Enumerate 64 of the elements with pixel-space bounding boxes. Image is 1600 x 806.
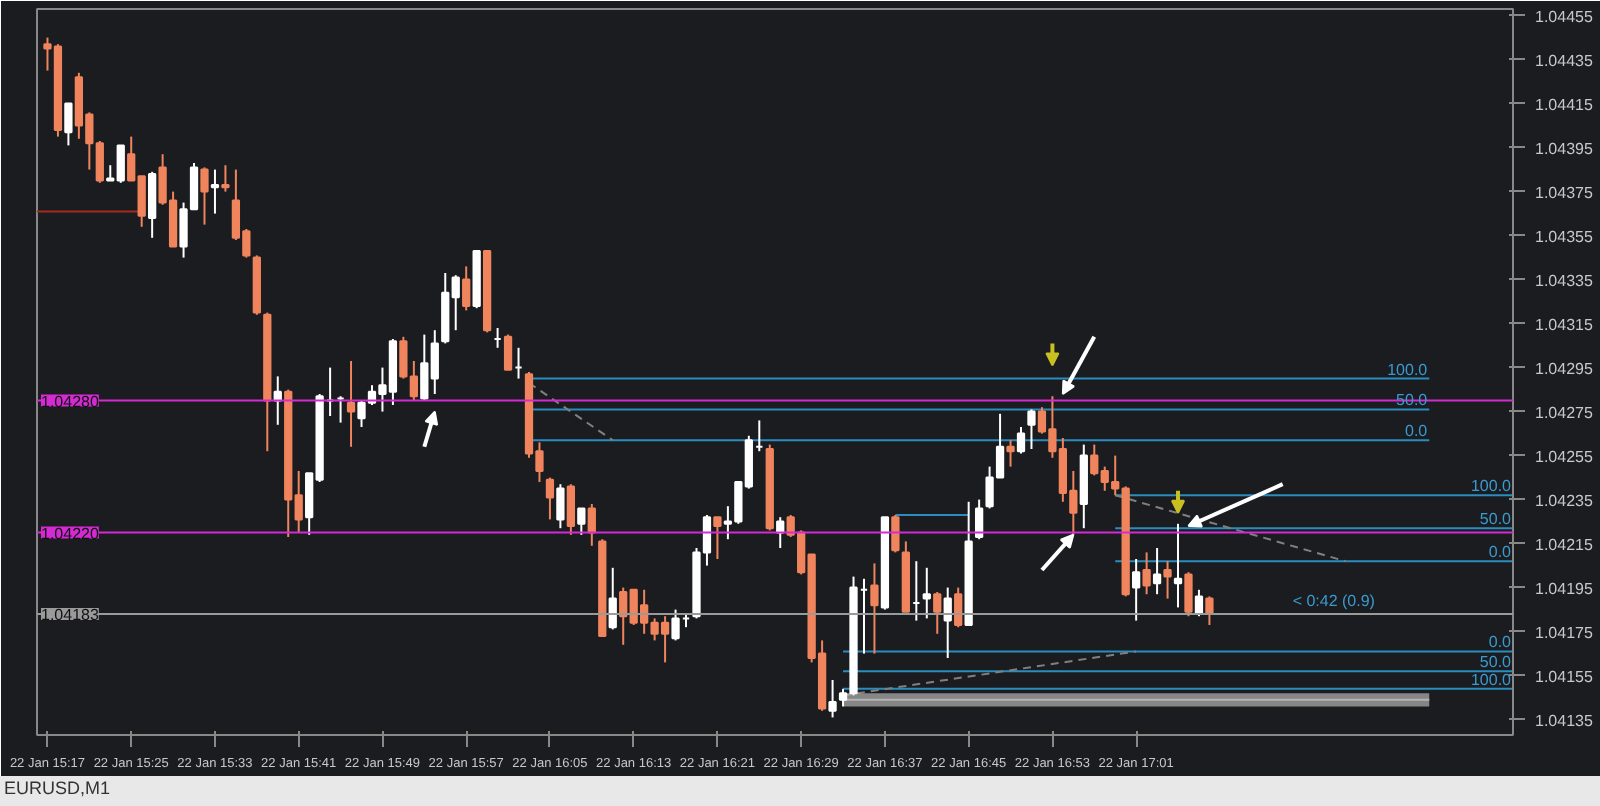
candlestick: [1132, 558, 1141, 622]
candlestick: [922, 566, 931, 620]
y-tick-label: 1.04215: [1535, 535, 1594, 554]
ref-line-label: 1.04220: [41, 524, 100, 543]
annotation: 50.0: [1479, 510, 1513, 529]
annotation: 100.0: [1470, 477, 1513, 496]
y-tick-label: 1.04355: [1535, 227, 1594, 246]
candlestick: [1173, 522, 1183, 609]
candlestick: [577, 507, 586, 536]
y-tick-label: 1.04395: [1535, 139, 1594, 158]
candlestick: [566, 483, 576, 536]
candlestick: [933, 591, 942, 635]
candlestick: [974, 498, 984, 541]
y-tick-label: 1.04315: [1535, 315, 1594, 334]
y-tick-label: 1.04235: [1535, 491, 1594, 510]
y-tick-label: 1.04175: [1535, 623, 1594, 642]
text: EURUSD,M1: [4, 776, 111, 802]
y-tick-label: 1.04155: [1535, 667, 1594, 686]
candlestick: [1194, 588, 1204, 618]
candlestick: [587, 503, 596, 547]
y-tick-label: 1.04275: [1535, 403, 1594, 422]
candlestick: [1016, 426, 1026, 455]
candlestick: [346, 360, 356, 448]
candlestick: [148, 170, 157, 239]
candlestick: [1006, 439, 1015, 468]
y-tick-label: 1.04255: [1535, 447, 1594, 466]
candlestick: [64, 102, 73, 147]
candlestick: [943, 586, 952, 659]
annotation: 100.0: [1470, 670, 1513, 689]
ref-line-label: 1.04183: [41, 606, 100, 624]
annotation: 50.0: [1479, 653, 1513, 672]
candlestick: [200, 166, 209, 226]
candlestick: [1152, 547, 1162, 596]
candlestick: [828, 679, 837, 719]
candlestick: [1142, 551, 1151, 596]
candlestick: [870, 562, 879, 655]
annotation: 0.0: [1488, 543, 1513, 562]
annotation: 0.0: [1405, 422, 1429, 441]
annotation: < 0:42 (0.9): [1292, 592, 1376, 610]
candlestick: [221, 164, 230, 193]
candlestick: [713, 516, 722, 560]
y-tick-label: 1.04375: [1535, 183, 1594, 202]
candlestick: [210, 168, 220, 215]
candlestick: [891, 514, 900, 554]
ref-line-label: 1.04280: [41, 392, 100, 411]
y-tick-label: 1.04455: [1535, 7, 1594, 26]
candlestick: [954, 586, 963, 629]
y-tick-label: 1.04195: [1535, 579, 1594, 598]
candlestick: [545, 476, 555, 521]
candlestick: [1184, 571, 1193, 618]
annotation: 100.0: [1387, 360, 1429, 379]
y-tick-label: 1.04335: [1535, 271, 1594, 290]
y-tick-label: 1.04415: [1535, 95, 1594, 114]
y-tick-label: 1.04435: [1535, 51, 1594, 70]
candlestick: [608, 566, 617, 631]
candlestick: [503, 333, 513, 371]
candlestick: [1163, 560, 1172, 600]
annotation: 0.0: [1488, 633, 1513, 652]
candlestick: [1205, 595, 1214, 626]
y-tick-label: 1.04295: [1535, 359, 1594, 378]
candlestick: [556, 483, 565, 530]
candlestick: [462, 265, 471, 312]
y-tick-label: 1.04135: [1535, 711, 1594, 730]
candlestick: [1027, 408, 1036, 450]
